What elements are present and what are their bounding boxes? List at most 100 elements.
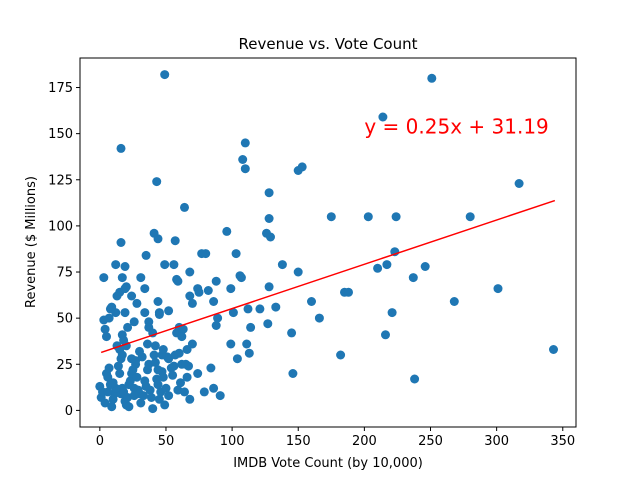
data-point-61 [203, 286, 213, 295]
data-point-131 [107, 402, 117, 412]
data-point-39 [373, 263, 383, 273]
data-point-181 [187, 339, 197, 349]
data-point-10 [514, 179, 524, 188]
data-point-15 [391, 212, 401, 222]
data-point-46 [173, 276, 183, 286]
data-point-13 [326, 212, 336, 222]
data-point-89 [104, 313, 114, 323]
y-tick-label: 150 [48, 127, 73, 142]
data-point-70 [387, 308, 397, 318]
data-point-42 [99, 273, 109, 283]
data-point-120 [215, 391, 225, 401]
x-tick-label: 50 [158, 434, 175, 449]
data-point-117 [199, 387, 209, 397]
data-point-167 [154, 394, 164, 404]
data-point-155 [139, 391, 148, 401]
data-point-16 [465, 212, 475, 222]
data-point-68 [344, 287, 353, 297]
data-point-191 [108, 378, 118, 388]
data-point-162 [148, 404, 158, 414]
data-point-53 [120, 284, 130, 294]
y-tick-label: 0 [65, 404, 73, 419]
scatter-points [95, 70, 558, 414]
data-point-3 [116, 143, 126, 153]
data-point-200 [158, 372, 168, 382]
data-point-33 [160, 260, 170, 270]
data-point-107 [177, 332, 187, 342]
data-point-36 [277, 260, 287, 270]
y-tick-label: 25 [56, 358, 73, 373]
data-point-47 [211, 276, 221, 286]
data-point-34 [169, 260, 179, 270]
data-point-76 [287, 328, 297, 338]
data-point-63 [226, 284, 236, 294]
data-point-179 [180, 387, 189, 397]
data-point-80 [243, 304, 253, 314]
data-point-199 [153, 365, 163, 375]
data-point-79 [255, 304, 265, 314]
data-point-18 [222, 226, 232, 236]
data-point-150 [132, 372, 142, 382]
chart-title: Revenue vs. Vote Count [238, 35, 417, 53]
data-point-172 [161, 383, 171, 393]
data-point-195 [135, 346, 144, 356]
data-point-115 [182, 372, 192, 382]
data-point-82 [263, 319, 273, 329]
data-point-65 [307, 297, 316, 306]
y-tick-label: 100 [48, 219, 73, 234]
data-point-8 [297, 162, 307, 172]
data-point-57 [153, 297, 163, 306]
data-point-71 [449, 297, 459, 306]
data-point-161 [146, 393, 156, 402]
data-point-52 [112, 291, 122, 301]
x-tick-label: 250 [418, 434, 443, 449]
data-point-106 [178, 324, 188, 334]
data-point-153 [136, 398, 146, 408]
data-point-54 [127, 291, 137, 301]
data-point-164 [150, 357, 160, 367]
data-point-96 [129, 317, 139, 327]
data-point-62 [209, 297, 219, 306]
data-point-27 [231, 249, 241, 259]
data-point-75 [336, 350, 346, 360]
data-point-59 [187, 298, 197, 308]
data-point-198 [150, 341, 160, 351]
y-tick-label: 50 [56, 312, 73, 327]
data-point-22 [153, 234, 163, 244]
data-point-111 [174, 348, 184, 358]
data-point-4 [240, 138, 250, 148]
data-point-72 [493, 284, 503, 294]
data-point-196 [143, 339, 152, 349]
y-tick-label: 125 [48, 173, 73, 188]
data-point-23 [116, 238, 126, 247]
x-tick-label: 350 [550, 434, 575, 449]
data-point-145 [125, 376, 135, 386]
data-point-176 [169, 361, 179, 371]
data-point-122 [232, 354, 242, 364]
data-point-78 [271, 302, 281, 312]
data-point-185 [124, 402, 134, 412]
data-point-163 [149, 350, 159, 360]
data-point-2 [378, 112, 388, 122]
data-point-20 [266, 232, 275, 242]
data-point-85 [213, 313, 223, 323]
data-point-69 [381, 330, 390, 340]
data-point-127 [100, 398, 110, 408]
x-tick-label: 100 [220, 434, 245, 449]
x-tick-label: 300 [484, 434, 509, 449]
data-point-0 [160, 70, 170, 80]
data-point-11 [264, 188, 274, 198]
data-point-192 [115, 369, 125, 378]
data-point-92 [111, 308, 121, 318]
data-point-28 [141, 250, 151, 260]
data-point-190 [103, 387, 113, 397]
x-tick-label: 0 [96, 434, 104, 449]
x-tick-label: 200 [352, 434, 377, 449]
data-point-74 [410, 374, 420, 384]
regression-line-layer [100, 199, 556, 354]
data-point-121 [226, 339, 236, 349]
data-point-97 [123, 322, 133, 332]
